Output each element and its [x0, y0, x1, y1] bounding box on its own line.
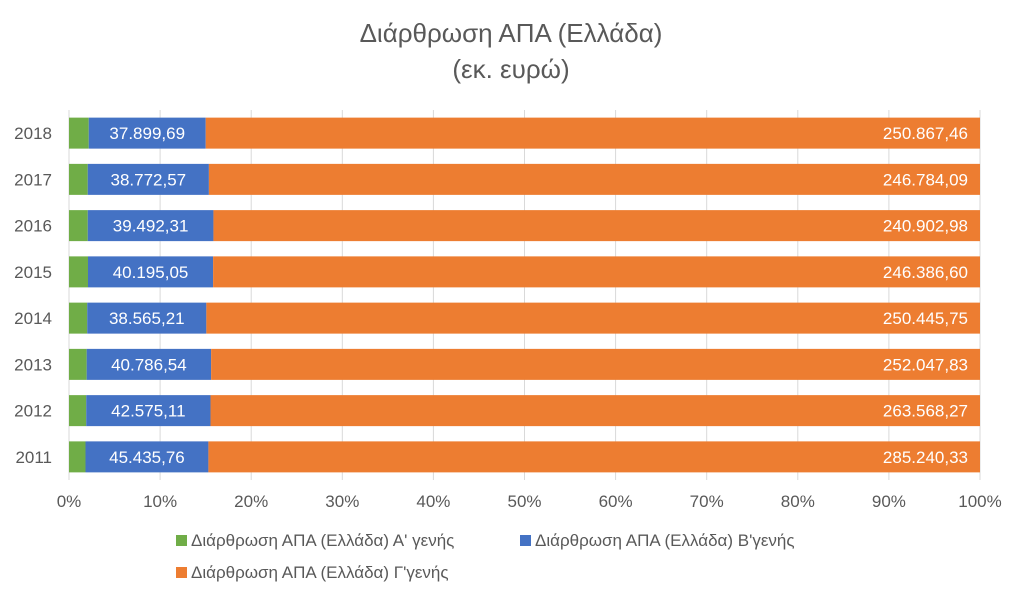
data-label: 250.445,75	[883, 309, 968, 328]
y-tick-label: 2018	[14, 124, 52, 143]
bar-segment	[206, 302, 980, 334]
y-tick-label: 2016	[14, 217, 52, 236]
bar-segment	[87, 163, 209, 195]
bar-segment	[86, 348, 212, 380]
x-axis-tick-labels: 0% 10% 20% 30% 40% 50% 60% 70% 80% 90% 100%	[57, 492, 1002, 511]
legend-swatch	[176, 535, 187, 546]
bar-segment	[210, 395, 980, 427]
data-label: 250.867,46	[883, 124, 968, 143]
chart-title: Διάρθρωση ΑΠΑ (Ελλάδα)	[360, 18, 663, 48]
bar-segment	[208, 441, 980, 473]
data-label: 246.386,60	[883, 263, 968, 282]
bar-segment	[88, 117, 206, 149]
bars: 45.435,76 285.240,33 42.575,11 263.568,27 40…	[69, 117, 981, 473]
x-tick-label: 10%	[143, 492, 177, 511]
data-label: 39.492,31	[113, 217, 189, 236]
data-label: 263.568,27	[883, 402, 968, 421]
data-label: 42.575,11	[111, 402, 185, 421]
x-tick-label: 40%	[416, 492, 450, 511]
x-tick-label: 20%	[234, 492, 268, 511]
data-label: 285.240,33	[883, 448, 968, 467]
bar-segment	[87, 210, 214, 242]
chart-subtitle: (εκ. ευρώ)	[452, 54, 569, 84]
data-label: 40.786,54	[111, 355, 187, 374]
bar-segment	[69, 163, 88, 195]
bar-segment	[205, 117, 981, 149]
x-tick-label: 80%	[781, 492, 815, 511]
bar-segment	[69, 256, 88, 288]
data-label: 240.902,98	[883, 217, 968, 236]
x-tick-label: 30%	[325, 492, 359, 511]
data-label: 37.899,69	[109, 124, 185, 143]
bar-segment	[87, 256, 214, 288]
data-label: 38.772,57	[111, 170, 187, 189]
bar-segment	[69, 210, 88, 242]
y-tick-label: 2015	[14, 263, 52, 282]
legend-swatch	[520, 535, 531, 546]
x-tick-label: 60%	[599, 492, 633, 511]
data-label: 45.435,76	[109, 448, 185, 467]
legend-label: Διάρθρωση ΑΠΑ (Ελλάδα) Β'γενής	[535, 531, 795, 550]
bar-segment	[85, 441, 209, 473]
bar-segment	[69, 117, 89, 149]
x-tick-label: 90%	[872, 492, 906, 511]
bar-segment	[69, 348, 87, 380]
y-tick-label: 2012	[14, 402, 52, 421]
bar-segment	[86, 395, 211, 427]
y-axis-tick-labels: 2011 2012 2013 2014 2015 2016 2017 2018	[14, 124, 52, 467]
data-label: 38.565,21	[109, 309, 185, 328]
bar-segment	[87, 302, 207, 334]
x-tick-label: 0%	[57, 492, 82, 511]
legend: Διάρθρωση ΑΠΑ (Ελλάδα) Α' γενής Διάρθρωση…	[176, 531, 795, 582]
y-tick-label: 2017	[14, 170, 52, 189]
bar-segment	[213, 256, 980, 288]
bar-segment	[69, 395, 87, 427]
y-tick-label: 2013	[14, 355, 52, 374]
data-label: 252.047,83	[883, 355, 968, 374]
bar-segment	[69, 441, 86, 473]
data-label: 246.784,09	[883, 170, 968, 189]
legend-label: Διάρθρωση ΑΠΑ (Ελλάδα) Α' γενής	[191, 531, 454, 550]
legend-label: Διάρθρωση ΑΠΑ (Ελλάδα) Γ'γενής	[191, 563, 449, 582]
legend-swatch	[176, 567, 187, 578]
x-tick-label: 50%	[507, 492, 541, 511]
bar-segment	[211, 348, 980, 380]
bar-segment	[69, 302, 88, 334]
data-label: 40.195,05	[113, 263, 189, 282]
x-tick-label: 100%	[958, 492, 1001, 511]
y-tick-label: 2011	[15, 448, 52, 467]
bar-segment	[208, 163, 981, 195]
x-tick-label: 70%	[690, 492, 724, 511]
y-tick-label: 2014	[14, 309, 52, 328]
bar-segment	[213, 210, 980, 242]
